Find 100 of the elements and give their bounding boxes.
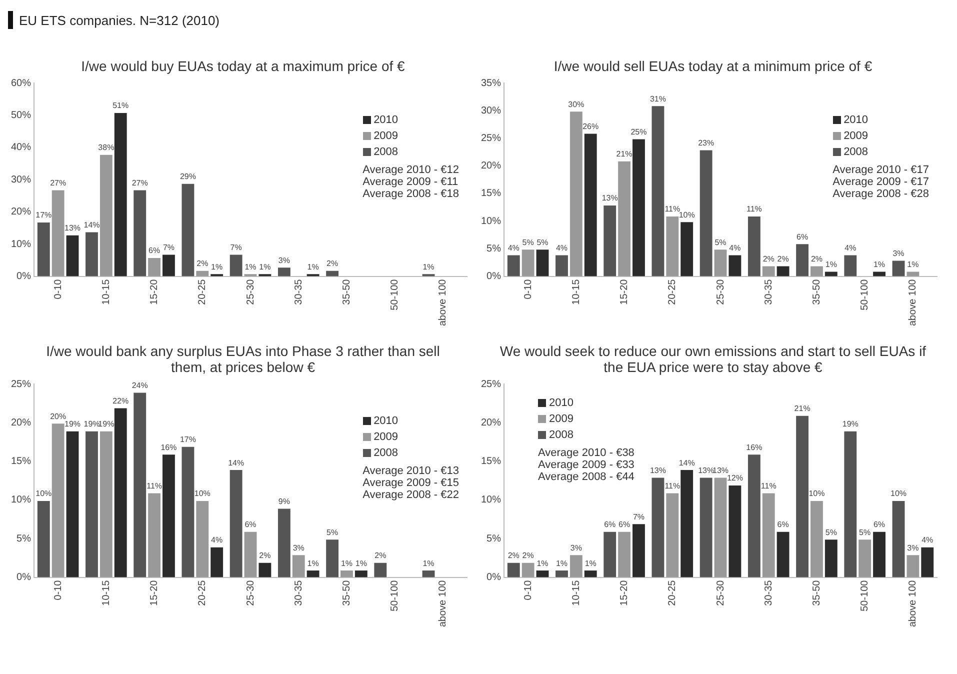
legend-label: 2008: [374, 447, 398, 459]
chart-title: We would seek to reduce our own emissions and start to sell EUAs if the EUA price were to stay above €: [498, 343, 928, 375]
x-tick-label: 10-15: [570, 278, 582, 305]
x-tick-label: 35-50: [341, 278, 352, 305]
data-label: 21%: [794, 404, 810, 414]
x-tick-label: 35-50: [341, 580, 352, 606]
x-tick-label: above 100: [908, 580, 919, 628]
x-tick-label: 35-50: [811, 580, 822, 606]
data-label: 12%: [726, 474, 743, 483]
data-label: 5%: [326, 528, 338, 537]
y-tick-label: 5%: [16, 533, 32, 544]
x-tick-label: 10-15: [570, 580, 582, 606]
x-tick-label: 25-30: [715, 278, 726, 305]
data-label: 10%: [194, 489, 210, 498]
x-tick-label: 0-10: [52, 580, 64, 600]
data-label: 4%: [922, 536, 934, 545]
data-label: 19%: [84, 420, 100, 429]
data-label: 1%: [422, 558, 434, 568]
data-label: 2%: [508, 551, 520, 560]
y-tick-label: 25%: [481, 378, 502, 390]
data-label: 2%: [522, 551, 534, 560]
annotation: Average 2008 - €44: [538, 471, 634, 483]
x-tick-label: 30-35: [763, 278, 774, 305]
x-tick-label: 50-100: [390, 580, 401, 612]
annotation: Average 2008 - €22: [362, 489, 459, 501]
annotation: Average 2008 - €18: [362, 188, 459, 200]
data-label: 1%: [307, 262, 319, 272]
data-label: 11%: [664, 481, 680, 490]
y-tick-label: 15%: [481, 456, 502, 468]
legend-label: 2009: [374, 431, 398, 443]
x-tick-label: 25-30: [245, 580, 256, 606]
data-label: 2%: [259, 551, 271, 560]
data-label: 31%: [650, 94, 666, 104]
y-tick-label: 35%: [481, 78, 502, 89]
data-label: 3%: [892, 248, 904, 258]
data-label: 16%: [160, 442, 177, 452]
x-tick-label: 35-50: [811, 278, 822, 305]
legend-label: 2010: [374, 415, 398, 427]
data-label: 25%: [630, 127, 647, 136]
legend-label: 2009: [549, 413, 574, 425]
data-label: 2%: [777, 254, 789, 264]
x-tick-label: 50-100: [390, 278, 401, 310]
data-label: 4%: [211, 536, 223, 545]
y-tick-label: 20%: [11, 206, 32, 218]
data-label: 4%: [729, 243, 741, 252]
data-label: 11%: [760, 481, 776, 490]
data-label: 51%: [112, 101, 129, 110]
data-label: 2%: [810, 254, 823, 264]
x-tick-label: 0-10: [52, 278, 64, 300]
x-tick-label: 10-15: [100, 580, 112, 606]
x-tick-label: 30-35: [293, 580, 304, 606]
x-tick-label: 20-25: [197, 580, 208, 606]
legend-label: 2008: [374, 146, 398, 158]
data-label: 14%: [678, 458, 695, 468]
x-tick-label: 0-10: [522, 580, 534, 600]
y-tick-label: 60%: [11, 78, 32, 89]
x-tick-label: 0-10: [522, 278, 534, 300]
data-label: 4%: [556, 243, 568, 252]
data-label: 3%: [570, 543, 582, 552]
y-tick-label: 10%: [481, 494, 502, 506]
data-label: 1%: [340, 558, 353, 568]
data-label: 4%: [844, 243, 856, 252]
data-label: 1%: [873, 260, 886, 269]
x-tick-label: 20-25: [667, 580, 678, 606]
y-tick-label: 10%: [11, 238, 32, 250]
data-label: 3%: [278, 256, 290, 265]
y-tick-label: 40%: [11, 142, 32, 154]
data-label: 5%: [522, 238, 534, 247]
y-tick-label: 50%: [11, 110, 32, 121]
data-label: 23%: [698, 138, 714, 148]
data-label: 7%: [632, 512, 644, 522]
x-tick-label: 30-35: [293, 278, 304, 305]
data-label: 10%: [36, 489, 52, 498]
data-label: 1%: [259, 262, 271, 272]
legend-label: 2010: [549, 397, 574, 409]
data-label: 6%: [873, 520, 886, 530]
data-label: 1%: [244, 262, 256, 272]
y-tick-label: 5%: [486, 243, 502, 254]
data-label: 6%: [796, 232, 808, 242]
y-tick-label: 15%: [481, 188, 502, 200]
data-label: 19%: [64, 420, 81, 429]
data-label: 26%: [582, 122, 599, 131]
annotation: Average 2010 - €12: [362, 164, 459, 176]
data-label: 11%: [746, 204, 762, 214]
data-label: 13%: [650, 466, 666, 475]
data-label: 24%: [132, 380, 148, 390]
x-tick-label: above 100: [438, 580, 449, 628]
data-label: 6%: [777, 520, 789, 530]
data-label: 5%: [714, 238, 726, 247]
annotation: Average 2009 - €17: [832, 176, 929, 188]
y-tick-label: 25%: [11, 378, 32, 390]
data-label: 7%: [162, 242, 174, 252]
y-tick-label: 0%: [486, 572, 502, 584]
x-tick-label: 30-35: [763, 580, 774, 606]
x-tick-label: 20-25: [197, 278, 208, 305]
y-tick-label: 20%: [481, 417, 502, 428]
legend-label: 2010: [844, 114, 868, 126]
data-label: 2%: [326, 259, 338, 268]
data-label: 1%: [307, 558, 319, 568]
data-label: 30%: [568, 100, 584, 109]
